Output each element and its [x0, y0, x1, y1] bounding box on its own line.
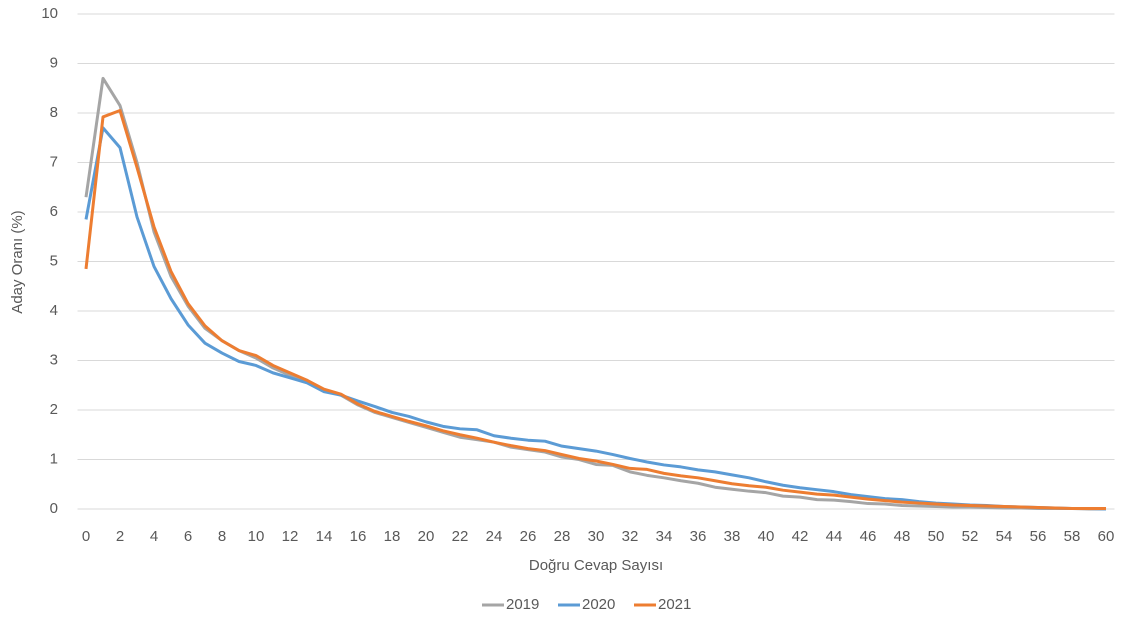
x-tick-label: 24 [486, 528, 503, 545]
series-line [84, 76, 1106, 511]
x-tick-label: 18 [384, 528, 401, 545]
x-tick-label: 10 [248, 528, 265, 545]
x-tick-label: 4 [150, 528, 158, 545]
y-axis-title: Aday Oranı (%) [9, 210, 26, 313]
x-tick-label: 42 [792, 528, 809, 545]
x-tick-label: 50 [928, 528, 945, 545]
y-tick-label: 8 [50, 104, 58, 121]
x-tick-label: 30 [588, 528, 605, 545]
x-tick-label: 26 [520, 528, 537, 545]
x-tick-label: 40 [758, 528, 775, 545]
y-tick-label: 9 [50, 54, 58, 71]
x-tick-label: 14 [316, 528, 333, 545]
y-tick-label: 1 [50, 450, 58, 467]
x-tick-label: 38 [724, 528, 741, 545]
y-tick-label: 7 [50, 153, 58, 170]
legend-label: 2019 [506, 596, 539, 613]
y-tick-label: 5 [50, 252, 58, 269]
x-tick-label: 12 [282, 528, 299, 545]
legend-label: 2020 [582, 596, 615, 613]
y-tick-label: 10 [41, 5, 58, 22]
legend-label: 2021 [658, 596, 691, 613]
x-tick-label: 36 [690, 528, 707, 545]
y-tick-label: 3 [50, 351, 58, 368]
x-tick-label: 0 [82, 528, 90, 545]
x-tick-label: 16 [350, 528, 367, 545]
y-tick-label: 2 [50, 401, 58, 418]
x-tick-label: 58 [1064, 528, 1081, 545]
x-axis-title: Doğru Cevap Sayısı [529, 557, 663, 574]
series-line [84, 126, 1107, 511]
x-tick-label: 6 [184, 528, 192, 545]
x-tick-label: 48 [894, 528, 911, 545]
x-tick-label: 8 [218, 528, 226, 545]
x-tick-label: 32 [622, 528, 639, 545]
x-tick-label: 46 [860, 528, 877, 545]
x-tick-label: 52 [962, 528, 979, 545]
x-tick-label: 28 [554, 528, 571, 545]
y-tick-label: 4 [50, 302, 58, 319]
x-tick-label: 34 [656, 528, 673, 545]
x-tick-label: 54 [996, 528, 1013, 545]
series-line [84, 109, 1106, 511]
y-tick-label: 0 [50, 500, 58, 517]
x-tick-label: 22 [452, 528, 469, 545]
x-tick-label: 60 [1098, 528, 1115, 545]
x-tick-label: 20 [418, 528, 435, 545]
x-tick-label: 44 [826, 528, 843, 545]
x-tick-label: 2 [116, 528, 124, 545]
y-tick-label: 6 [50, 203, 58, 220]
x-tick-label: 56 [1030, 528, 1047, 545]
